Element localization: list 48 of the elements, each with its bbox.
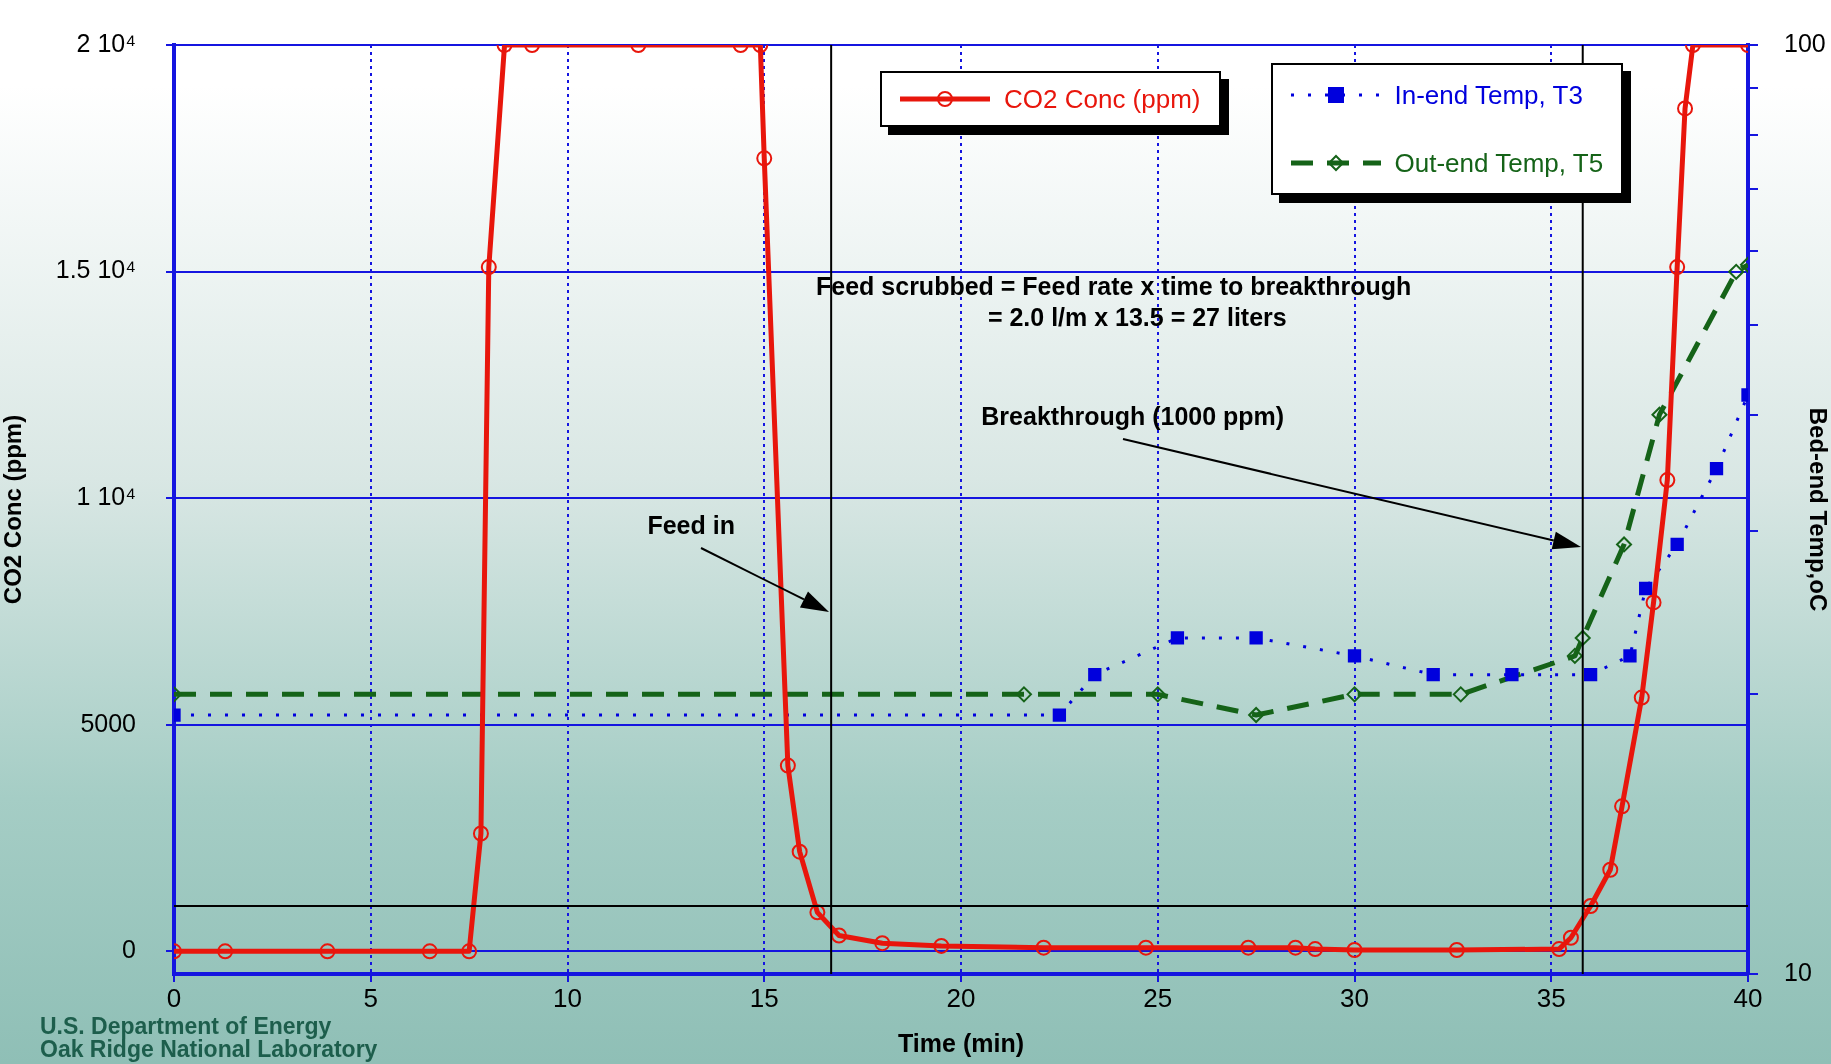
legend-label: Out-end Temp, T5 — [1394, 147, 1604, 179]
x-tick-label: 10 — [553, 982, 582, 1013]
point — [1583, 668, 1598, 682]
x-tick-label: 15 — [749, 982, 779, 1013]
x-tick-label: 25 — [1143, 982, 1173, 1013]
x-tick-label: 30 — [1340, 982, 1369, 1013]
point — [1709, 461, 1724, 476]
point — [1346, 686, 1363, 703]
legend-label: In-end Temp, T3 — [1394, 79, 1583, 111]
y-axis-title: CO2 Conc (ppm) — [0, 414, 27, 605]
point — [1452, 686, 1469, 703]
point — [1426, 668, 1440, 682]
y-tick-label: 0 — [122, 935, 136, 964]
annotation: = 2.0 l/m x 13.5 = 27 liters — [987, 303, 1287, 331]
point — [1505, 668, 1519, 682]
point — [1639, 581, 1653, 596]
point — [1670, 537, 1684, 552]
point — [1347, 649, 1362, 663]
ref-line-label: Breakthrough (1000 ppm) — [981, 402, 1285, 431]
point — [1015, 686, 1032, 703]
point — [1170, 631, 1185, 645]
point — [1088, 668, 1102, 682]
y-tick-label: 1.5 10⁴ — [55, 255, 136, 284]
legend-label: CO2 Conc (ppm) — [1004, 83, 1201, 115]
x-tick-label: 20 — [946, 982, 976, 1013]
point — [1623, 649, 1637, 663]
point — [1566, 647, 1583, 664]
point — [1149, 686, 1166, 703]
x-axis-title: Time (min) — [898, 1028, 1024, 1057]
point — [1574, 629, 1591, 646]
text: U.S. Department of Energy — [40, 1013, 332, 1039]
point — [1651, 406, 1668, 423]
x-tick-label: 0 — [166, 982, 182, 1013]
point — [1616, 536, 1633, 553]
y2-axis-title: Bed-end Temp,oC — [1804, 407, 1831, 612]
point — [1728, 263, 1745, 280]
y2-tick-label: 100 — [1784, 28, 1826, 57]
point — [1052, 708, 1067, 722]
y-tick-label: 1 10⁴ — [76, 482, 136, 511]
y2-tick-label: 10 — [1784, 957, 1812, 986]
point — [1248, 707, 1265, 724]
y-tick-label: 2 10⁴ — [76, 28, 136, 57]
y-tick-label: 5000 — [80, 708, 136, 737]
x-tick-label: 5 — [363, 982, 378, 1013]
x-tick-label: 40 — [1733, 982, 1763, 1013]
ref-line-label: Feed in — [647, 511, 735, 540]
x-tick-label: 35 — [1536, 982, 1566, 1013]
point — [1249, 631, 1263, 645]
